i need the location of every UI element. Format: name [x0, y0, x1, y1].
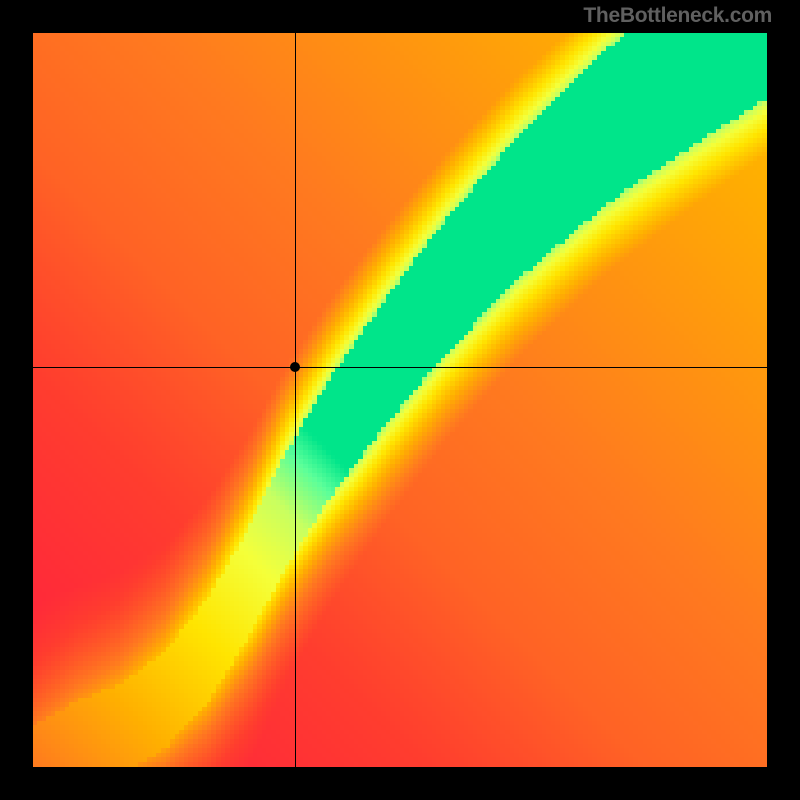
crosshair-horizontal [33, 367, 767, 368]
crosshair-marker [290, 362, 300, 372]
bottleneck-heatmap [33, 33, 767, 767]
heatmap-canvas [33, 33, 767, 767]
crosshair-vertical [295, 33, 296, 767]
watermark-text: TheBottleneck.com [583, 4, 772, 28]
